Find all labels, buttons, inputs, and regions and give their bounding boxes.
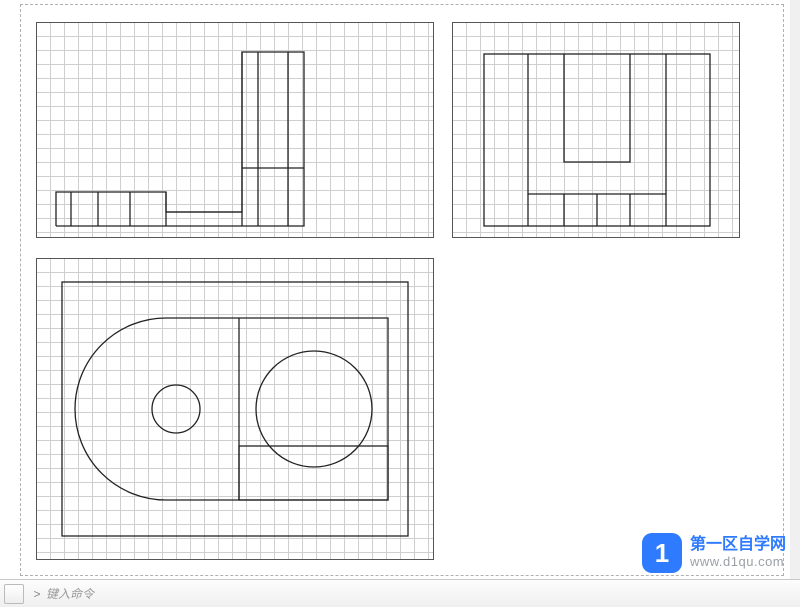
viewport-side-view[interactable] xyxy=(452,22,740,238)
drawing-layer xyxy=(452,22,740,238)
viewport-top-view[interactable] xyxy=(36,258,434,560)
drawing-layer xyxy=(36,258,434,560)
command-input[interactable]: 键入命令 xyxy=(44,585,94,602)
vertical-scrollbar[interactable] xyxy=(790,0,800,579)
status-bar: > 键入命令 xyxy=(0,579,800,607)
drawing-layer xyxy=(36,22,434,238)
command-prompt-symbol: > xyxy=(30,587,44,601)
command-line-icon[interactable] xyxy=(4,584,24,604)
viewport-front-view[interactable] xyxy=(36,22,434,238)
drawing-canvas[interactable] xyxy=(0,0,800,579)
